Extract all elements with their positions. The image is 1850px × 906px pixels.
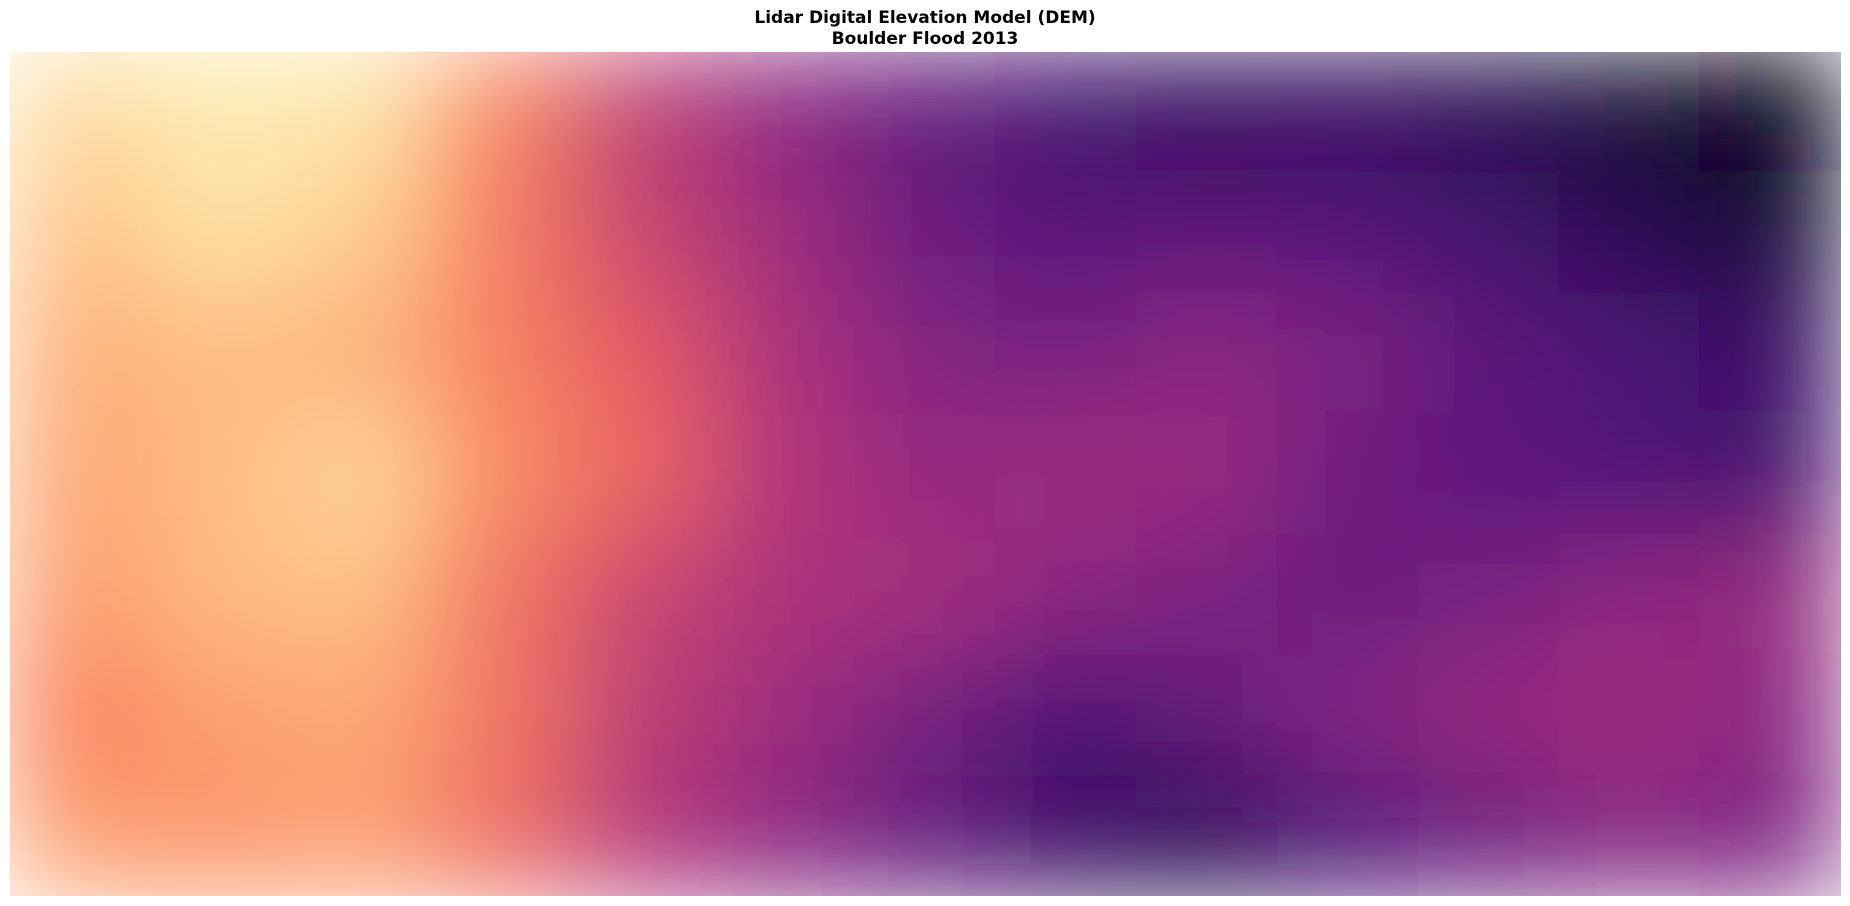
dem-cell [149, 533, 293, 656]
dem-cell [994, 533, 1138, 656]
dem-cell [290, 52, 434, 174]
dem-cell [10, 774, 152, 896]
dem-cell [1558, 653, 1702, 777]
dem-cell [149, 653, 293, 777]
dem-cell [713, 412, 857, 536]
dem-cell [10, 533, 152, 656]
chart-title: Lidar Digital Elevation Model (DEM) Boul… [0, 8, 1850, 50]
dem-cell [1417, 292, 1561, 415]
dem-cell [1276, 52, 1420, 174]
dem-cell [431, 292, 575, 415]
dem-cell [1699, 292, 1841, 415]
dem-cell [854, 653, 997, 777]
dem-cell [1276, 412, 1420, 536]
dem-cell [290, 171, 434, 295]
dem-cell [572, 653, 716, 777]
dem-cell [10, 412, 152, 536]
dem-cell [10, 52, 152, 174]
dem-cell [1417, 171, 1561, 295]
dem-cell [1417, 774, 1561, 896]
dem-cell [572, 533, 716, 656]
dem-cell [290, 653, 434, 777]
dem-cell [713, 653, 857, 777]
dem-cell [1135, 292, 1279, 415]
dem-cell [1699, 533, 1841, 656]
dem-cell [1558, 171, 1702, 295]
dem-cell [149, 774, 293, 896]
dem-cell [854, 292, 997, 415]
dem-cell [1558, 774, 1702, 896]
dem-cell [290, 412, 434, 536]
dem-cell [1276, 171, 1420, 295]
dem-cell [1558, 533, 1702, 656]
dem-cell [713, 52, 857, 174]
dem-cell [149, 171, 293, 295]
dem-cell [854, 412, 997, 536]
dem-cell [149, 52, 293, 174]
dem-cell [1699, 171, 1841, 295]
dem-heatmap [10, 52, 1841, 896]
dem-cell [854, 774, 997, 896]
dem-cell [290, 292, 434, 415]
dem-cell [1135, 653, 1279, 777]
dem-cell [10, 653, 152, 777]
dem-cell [431, 412, 575, 536]
dem-cell [994, 292, 1138, 415]
dem-cell [1417, 52, 1561, 174]
dem-cell [854, 171, 997, 295]
dem-cell [149, 412, 293, 536]
dem-cell [572, 52, 716, 174]
dem-cell [572, 292, 716, 415]
dem-cell [1135, 774, 1279, 896]
dem-cell [290, 533, 434, 656]
dem-cell [854, 52, 997, 174]
dem-cell [1276, 292, 1420, 415]
dem-cell [1276, 653, 1420, 777]
dem-cell [572, 774, 716, 896]
dem-cell [431, 52, 575, 174]
dem-cell [994, 774, 1138, 896]
dem-cell [1417, 533, 1561, 656]
dem-cell [1276, 533, 1420, 656]
dem-cell [431, 653, 575, 777]
dem-cell [1135, 52, 1279, 174]
dem-cell [431, 533, 575, 656]
dem-cell [431, 171, 575, 295]
dem-raster [10, 52, 1841, 896]
dem-cell [572, 171, 716, 295]
dem-cell [1699, 412, 1841, 536]
dem-cell [572, 412, 716, 536]
dem-cell [1135, 412, 1279, 536]
chart-title-line-2: Boulder Flood 2013 [831, 29, 1019, 49]
dem-cell [1417, 412, 1561, 536]
dem-cell [1558, 412, 1702, 536]
dem-cell [994, 52, 1138, 174]
dem-cell [994, 412, 1138, 536]
dem-cell [1558, 292, 1702, 415]
dem-cell [431, 774, 575, 896]
dem-cell [713, 292, 857, 415]
chart-title-line-1: Lidar Digital Elevation Model (DEM) [754, 8, 1096, 28]
dem-cell [149, 292, 293, 415]
dem-cell [713, 171, 857, 295]
dem-cell [290, 774, 434, 896]
dem-cell [713, 774, 857, 896]
dem-cell [1417, 653, 1561, 777]
dem-cell [10, 171, 152, 295]
dem-cell [1135, 171, 1279, 295]
dem-cell [854, 533, 997, 656]
dem-cell [10, 292, 152, 415]
dem-cell [1276, 774, 1420, 896]
dem-cell [1558, 52, 1702, 174]
dem-cell [994, 171, 1138, 295]
dem-cell [1699, 774, 1841, 896]
dem-cell [994, 653, 1138, 777]
dem-cell [1135, 533, 1279, 656]
dem-cell [1699, 52, 1841, 174]
dem-cells [10, 52, 1841, 896]
dem-cell [713, 533, 857, 656]
dem-cell [1699, 653, 1841, 777]
